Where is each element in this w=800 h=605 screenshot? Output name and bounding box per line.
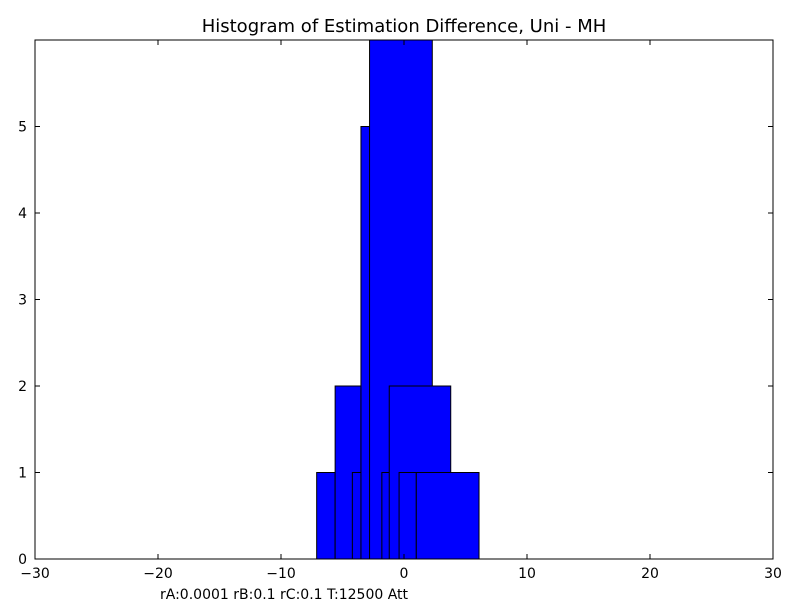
y-tick-label: 3 bbox=[18, 293, 27, 309]
histogram-bar-8 bbox=[415, 472, 480, 560]
y-tick-label: 4 bbox=[18, 206, 27, 222]
histogram-bar-0 bbox=[316, 472, 336, 560]
x-tick-label: −10 bbox=[266, 566, 296, 582]
y-tick-label: 2 bbox=[18, 379, 27, 395]
bars-layer bbox=[316, 39, 480, 560]
chart-title: Histogram of Estimation Difference, Uni … bbox=[202, 16, 607, 37]
x-tick-label: 20 bbox=[641, 566, 659, 582]
footer-note: rA:0.0001 rB:0.1 rC:0.1 T:12500 Att bbox=[160, 587, 409, 600]
y-tick-label: 0 bbox=[18, 552, 27, 568]
tick-labels-layer: −30 −20 −10 0 10 20 30 0 1 2 3 4 5 bbox=[18, 120, 782, 583]
x-tick-label: 10 bbox=[518, 566, 536, 582]
ticks-layer bbox=[34, 40, 774, 560]
x-tick-label: 30 bbox=[764, 566, 782, 582]
y-tick-label: 5 bbox=[18, 120, 27, 136]
x-tick-label: −30 bbox=[20, 566, 50, 582]
x-tick-label: −20 bbox=[143, 566, 173, 582]
x-tick-label: 0 bbox=[400, 566, 409, 582]
y-tick-label: 1 bbox=[18, 466, 27, 482]
histogram-bar-7 bbox=[398, 472, 417, 560]
